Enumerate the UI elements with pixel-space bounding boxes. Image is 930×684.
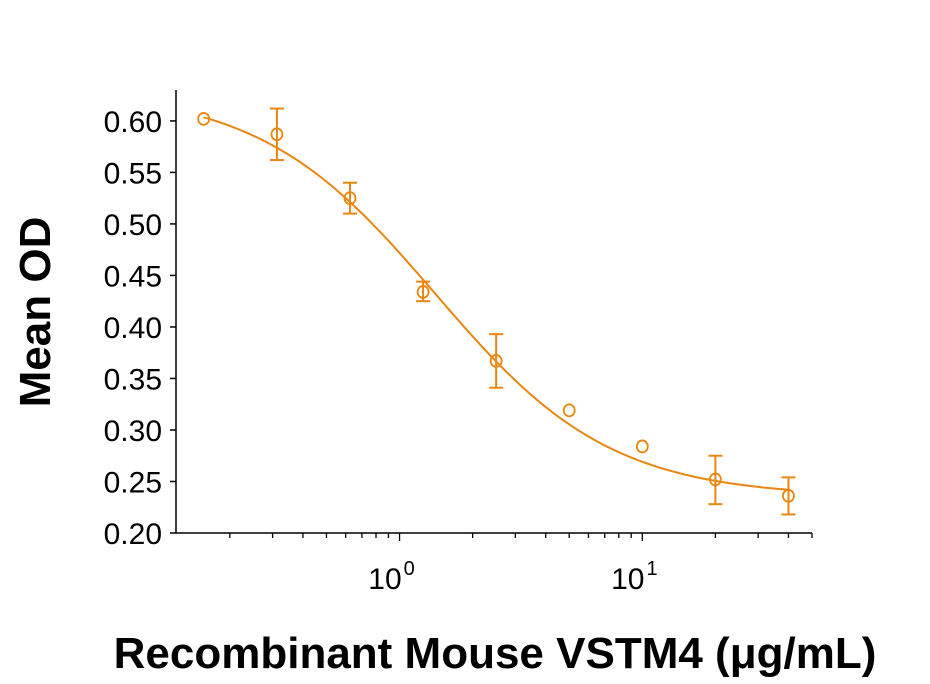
x-tick-exponent: 0 — [404, 558, 415, 580]
data-point — [343, 191, 357, 206]
axes — [175, 90, 812, 534]
y-axis-title: Mean OD — [11, 217, 60, 408]
data-point — [489, 354, 503, 368]
data-point — [270, 127, 284, 142]
y-tick-label: 0.25 — [104, 466, 162, 499]
y-tick-label: 0.55 — [104, 157, 162, 190]
data-point — [197, 111, 211, 126]
y-tick-label: 0.30 — [104, 415, 162, 448]
fit-curve — [203, 116, 789, 491]
x-tick-exponent: 1 — [646, 558, 657, 580]
y-axis-ticks: 0.20 0.25 0.30 0.35 0.40 0.45 0.50 0.55 0.60 — [104, 106, 176, 551]
data-point — [782, 489, 795, 503]
data-point — [708, 472, 722, 487]
x-tick-label: 10 0 — [368, 558, 415, 596]
data-points — [197, 107, 796, 516]
y-tick-label: 0.20 — [104, 518, 162, 551]
y-tick-label: 0.50 — [104, 209, 162, 242]
data-point — [635, 439, 649, 454]
y-tick-label: 0.40 — [104, 312, 162, 345]
y-tick-label: 0.45 — [104, 260, 162, 293]
data-point — [562, 403, 576, 418]
x-axis-ticks: 10 0 10 1 — [229, 533, 813, 596]
data-point — [416, 285, 430, 299]
x-tick-label: 10 1 — [611, 558, 658, 596]
x-axis-title: Recombinant Mouse VSTM4 (μg/mL) — [114, 629, 877, 678]
y-tick-label: 0.60 — [104, 106, 162, 139]
y-tick-label: 0.35 — [104, 363, 162, 396]
